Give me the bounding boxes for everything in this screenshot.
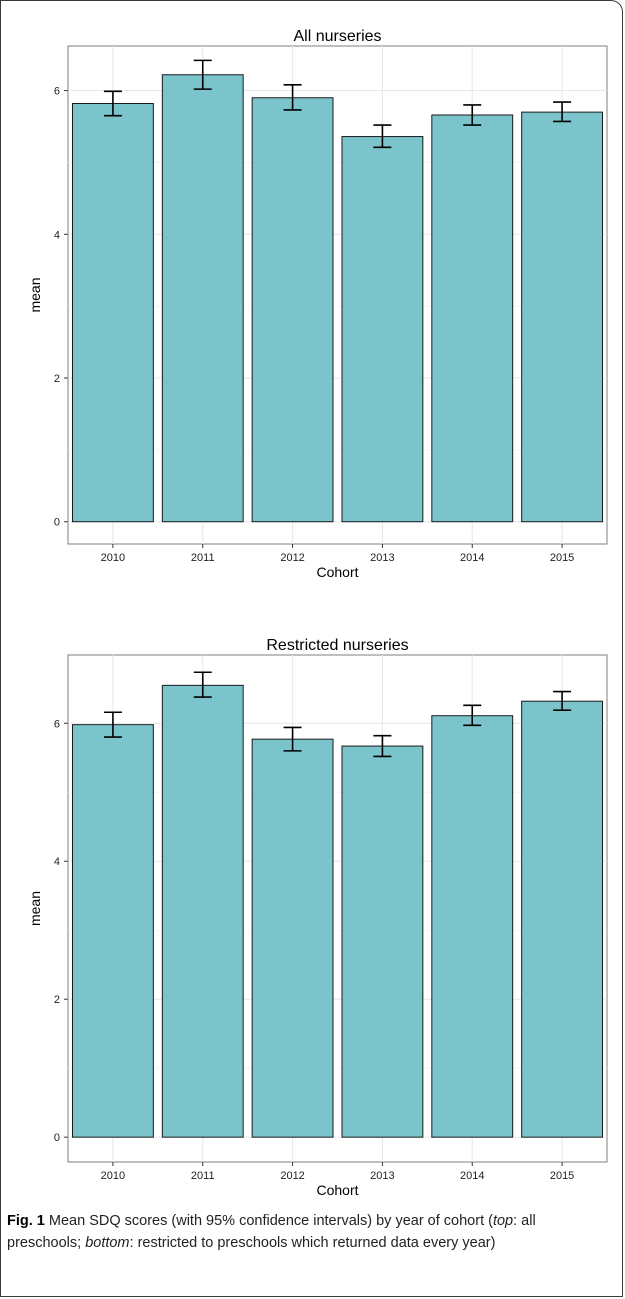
panel1-ytick-label: 4 <box>54 229 60 241</box>
panel2-plot-area <box>67 654 608 1163</box>
panel1-xtick-label-2015: 2015 <box>550 552 574 564</box>
panel2-ytick-label: 2 <box>54 994 60 1006</box>
panel2-bar-2013 <box>341 745 424 1138</box>
panel1-plot-area <box>67 45 608 545</box>
caption-text-3: : restricted to preschools which returne… <box>129 1235 496 1251</box>
panel1-xtick-label-2014: 2014 <box>460 552 484 564</box>
panel1-xtick-label-2011: 2011 <box>191 552 215 564</box>
panel1-ytick-label: 6 <box>54 86 60 98</box>
panel2-bar-2012 <box>251 738 334 1138</box>
panel1-xtick-label-2013: 2013 <box>370 552 394 564</box>
caption-text-1: Mean SDQ scores (with 95% confidence int… <box>44 1213 493 1229</box>
caption-label: Fig. 1 <box>7 1213 45 1229</box>
panel1-x-axis-label: Cohort <box>316 564 358 580</box>
panel2-xtick-label-2012: 2012 <box>280 1170 304 1182</box>
panel1-bar-2010 <box>71 102 154 523</box>
panel2-xtick-label-2013: 2013 <box>370 1170 394 1182</box>
panel2-bar-2015 <box>521 700 604 1138</box>
panel1-ytick-label: 2 <box>54 373 60 385</box>
panel2-ytick-label: 0 <box>54 1132 60 1144</box>
caption-text-2: : all preschools; <box>7 1213 536 1251</box>
panel2-bar-2011 <box>161 684 244 1138</box>
panel2-ytick-label: 6 <box>54 718 60 730</box>
panel2-ytick-label: 4 <box>54 856 60 868</box>
panel1-ytick-label: 0 <box>54 517 60 529</box>
panel1-bar-2012 <box>251 97 334 523</box>
panel2-x-axis-label: Cohort <box>316 1182 358 1198</box>
figure-charts: 0 2 4 6 2010 2011 2012 2013 2014 2015 All nurserie… <box>27 28 608 1198</box>
panel2-xtick-label-2011: 2011 <box>191 1170 215 1182</box>
caption-top: top <box>492 1213 514 1229</box>
caption-bottom: bottom <box>85 1235 130 1251</box>
panel2-xtick-label-2015: 2015 <box>550 1170 574 1182</box>
panel1-bar-2013 <box>341 136 424 523</box>
panel2-title: Restricted nurseries <box>266 637 408 654</box>
panel1-y-axis-label: mean <box>27 277 43 312</box>
panel1-bar-2015 <box>521 111 604 523</box>
panel1-bar-2011 <box>161 74 244 523</box>
panel1-xtick-label-2012: 2012 <box>280 552 304 564</box>
panel2-bar-2014 <box>431 715 514 1138</box>
panel2-xtick-label-2014: 2014 <box>460 1170 484 1182</box>
panel2-bar-2010 <box>71 724 154 1138</box>
figure-caption: Fig. 1 Mean SDQ scores (with 95% confide… <box>7 1210 607 1254</box>
panel1-title: All nurseries <box>293 28 381 45</box>
panel1-bar-2014 <box>431 114 514 523</box>
panel2-xtick-label-2010: 2010 <box>101 1170 125 1182</box>
panel2-y-axis-label: mean <box>27 891 43 926</box>
panel1-xtick-label-2010: 2010 <box>101 552 125 564</box>
